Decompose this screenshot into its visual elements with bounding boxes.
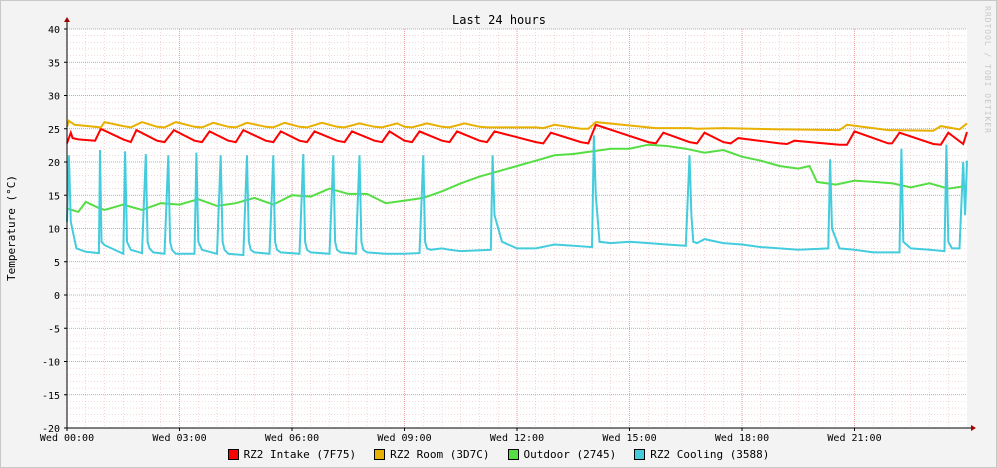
y-tick-label: -15 [42,391,60,402]
x-tick-label: Wed 12:00 [490,433,544,444]
legend-label: RZ2 Cooling (3588) [650,447,770,461]
y-tick-label: 35 [48,58,60,69]
legend-swatch [227,448,239,460]
chart-title: Last 24 hours [452,13,546,27]
legend: RZ2 Intake (7F75) RZ2 Room (3D7C) Outdoor … [0,445,997,463]
x-tick-label: Wed 00:00 [40,433,94,444]
series-line-3 [66,135,968,257]
x-tick-label: Wed 21:00 [827,433,881,444]
y-tick-label: 20 [48,158,60,169]
y-axis-arrow [64,17,70,22]
legend-swatch [634,448,646,460]
legend-swatch [374,448,386,460]
y-tick-label: -20 [42,424,60,435]
y-tick-label: 25 [48,125,60,136]
legend-label: RZ2 Intake (7F75) [243,447,357,461]
y-tick-label: 5 [54,258,60,269]
x-tick-label: Wed 03:00 [152,433,206,444]
legend-item-1: RZ2 Room (3D7C) [374,445,490,463]
y-tick-label: 15 [48,191,60,202]
y-tick-label: 40 [48,25,60,36]
legend-item-3: RZ2 Cooling (3588) [634,445,769,463]
y-axis-label: Temperature (°C) [5,175,18,281]
legend-swatch [507,448,519,460]
y-tick-label: 10 [48,225,60,236]
x-tick-label: Wed 06:00 [265,433,319,444]
legend-item-0: RZ2 Intake (7F75) [227,445,357,463]
x-tick-label: Wed 18:00 [715,433,769,444]
y-tick-label: 0 [54,291,60,302]
legend-label: Outdoor (2745) [523,447,617,461]
series-line-2 [66,143,968,214]
x-tick-label: Wed 15:00 [602,433,656,444]
x-axis-arrow [971,425,976,431]
rrdtool-watermark: RRDTOOL / TOBI OETIKER [983,6,992,134]
legend-item-2: Outdoor (2745) [507,445,617,463]
series-line-0 [66,123,968,146]
y-tick-label: 30 [48,92,60,103]
y-tick-label: -10 [42,358,60,369]
x-tick-label: Wed 09:00 [377,433,431,444]
legend-label: RZ2 Room (3D7C) [390,447,490,461]
series-line-1 [66,119,968,132]
y-tick-label: -5 [48,324,60,335]
